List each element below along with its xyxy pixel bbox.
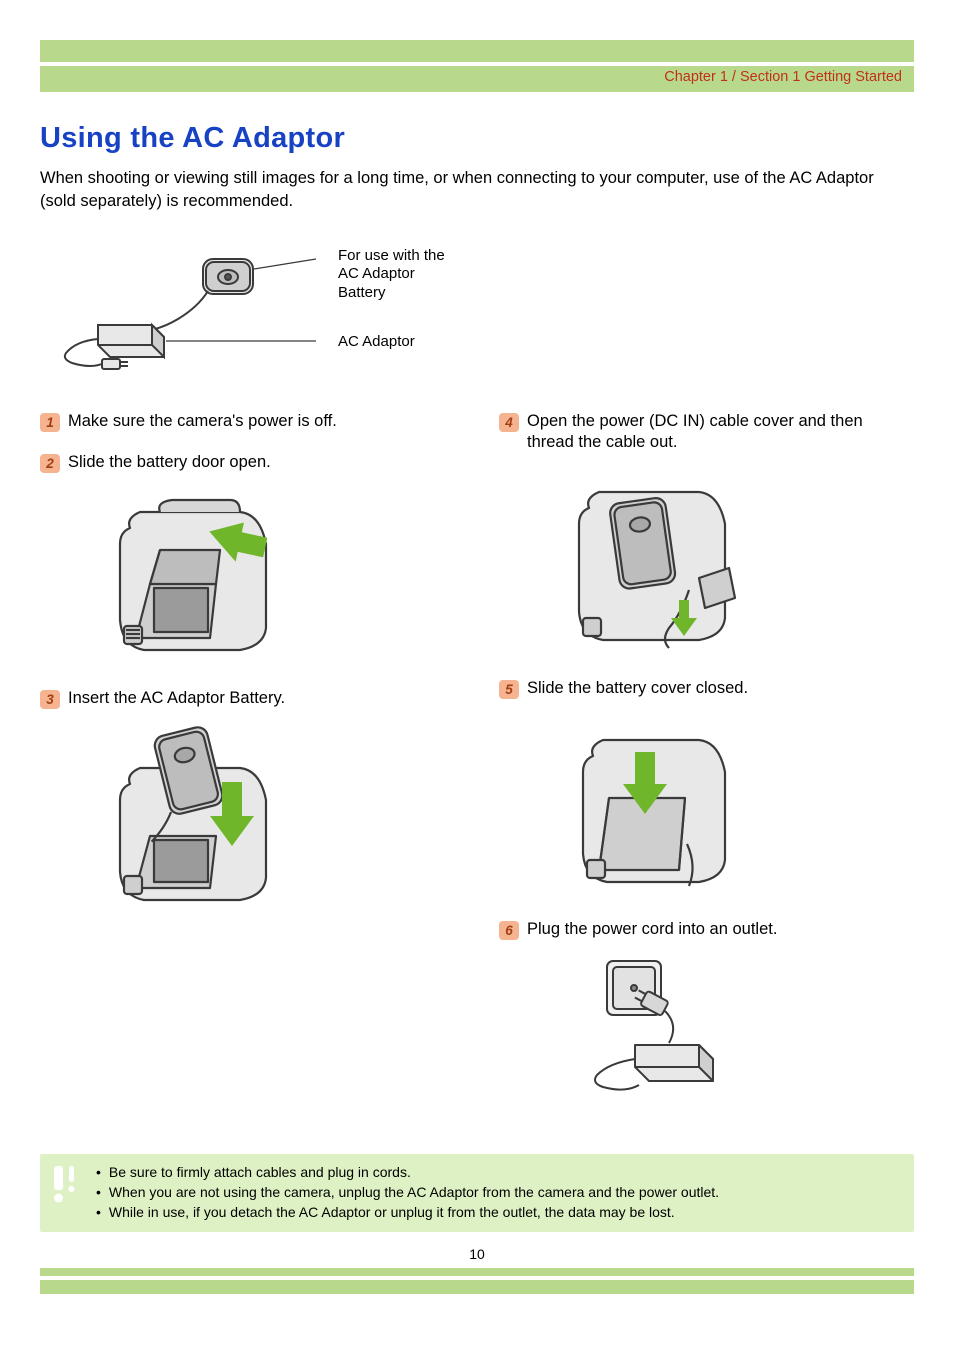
left-column: 1 Make sure the camera's power is off. 2… bbox=[40, 411, 455, 1120]
step-5-illustration bbox=[549, 714, 914, 899]
step-text: Open the power (DC IN) cable cover and t… bbox=[527, 411, 914, 455]
step-6: 6 Plug the power cord into an outlet. bbox=[499, 919, 914, 1100]
step-text: Make sure the camera's power is off. bbox=[68, 411, 337, 433]
caution-icon bbox=[50, 1164, 82, 1204]
step-1: 1 Make sure the camera's power is off. bbox=[40, 411, 455, 433]
breadcrumb-text: Chapter 1 / Section 1 Getting Started bbox=[664, 69, 902, 85]
caution-item: Be sure to firmly attach cables and plug… bbox=[96, 1162, 719, 1182]
step-badge: 5 bbox=[499, 680, 519, 699]
step-5: 5 Slide the battery cover closed. bbox=[499, 678, 914, 899]
callout-battery: For use with the AC Adaptor Battery bbox=[338, 247, 445, 303]
footer-bar-thin bbox=[40, 1268, 914, 1276]
footer-bar-thick bbox=[40, 1280, 914, 1294]
header-bar-top bbox=[40, 40, 914, 62]
page-number: 10 bbox=[40, 1246, 914, 1262]
caution-note-box: Be sure to firmly attach cables and plug… bbox=[40, 1154, 914, 1233]
step-3: 3 Insert the AC Adaptor Battery. bbox=[40, 688, 455, 914]
step-text: Plug the power cord into an outlet. bbox=[527, 919, 777, 941]
step-badge: 4 bbox=[499, 413, 519, 432]
step-text: Slide the battery cover closed. bbox=[527, 678, 748, 700]
callout-adaptor: AC Adaptor bbox=[338, 333, 415, 352]
callout-text: AC Adaptor bbox=[338, 333, 415, 350]
adaptor-diagram: For use with the AC Adaptor Battery AC A… bbox=[58, 241, 914, 381]
breadcrumb: Chapter 1 / Section 1 Getting Started bbox=[40, 66, 914, 92]
step-badge: 3 bbox=[40, 690, 60, 709]
step-text: Slide the battery door open. bbox=[68, 452, 271, 474]
page-container: Chapter 1 / Section 1 Getting Started Us… bbox=[0, 0, 954, 1324]
step-badge: 2 bbox=[40, 454, 60, 473]
right-column: 4 Open the power (DC IN) cable cover and… bbox=[499, 411, 914, 1120]
step-badge: 6 bbox=[499, 921, 519, 940]
step-3-illustration bbox=[90, 724, 455, 914]
step-2: 2 Slide the battery door open. bbox=[40, 452, 455, 668]
step-6-illustration bbox=[549, 955, 914, 1100]
caution-list: Be sure to firmly attach cables and plug… bbox=[96, 1162, 719, 1223]
callout-line: AC Adaptor bbox=[338, 265, 415, 282]
intro-paragraph: When shooting or viewing still images fo… bbox=[40, 167, 914, 213]
step-badge: 1 bbox=[40, 413, 60, 432]
caution-item: While in use, if you detach the AC Adapt… bbox=[96, 1202, 719, 1222]
step-2-illustration bbox=[90, 488, 455, 668]
page-title: Using the AC Adaptor bbox=[40, 122, 914, 155]
adaptor-illustration bbox=[58, 241, 318, 376]
caution-item: When you are not using the camera, unplu… bbox=[96, 1182, 719, 1202]
step-4-illustration bbox=[549, 468, 914, 658]
steps-columns: 1 Make sure the camera's power is off. 2… bbox=[40, 411, 914, 1120]
step-text: Insert the AC Adaptor Battery. bbox=[68, 688, 285, 710]
step-4: 4 Open the power (DC IN) cable cover and… bbox=[499, 411, 914, 659]
callout-line: For use with the bbox=[338, 247, 445, 264]
callout-line: Battery bbox=[338, 284, 386, 301]
